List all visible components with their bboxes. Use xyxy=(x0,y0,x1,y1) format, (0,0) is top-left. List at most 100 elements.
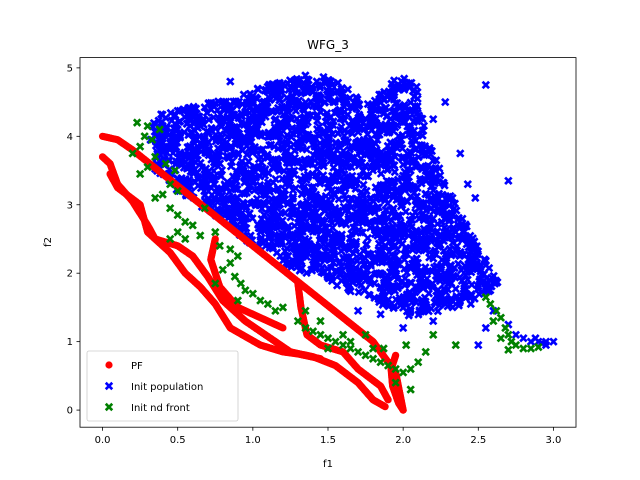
population-point xyxy=(260,200,270,209)
nd-front-point xyxy=(323,334,333,343)
population-point xyxy=(242,106,251,115)
population-point xyxy=(486,286,495,295)
population-point xyxy=(234,205,244,214)
nd-front-point xyxy=(504,330,513,339)
population-point xyxy=(319,161,328,171)
nd-front-point xyxy=(200,203,209,213)
population-point xyxy=(331,139,341,148)
population-point xyxy=(376,227,386,237)
population-point xyxy=(393,284,402,293)
legend: PF Init population Init nd front xyxy=(86,350,239,422)
population-point xyxy=(389,91,398,101)
population-point xyxy=(400,114,409,123)
population-point xyxy=(390,105,399,115)
population-point xyxy=(519,334,528,343)
population-point xyxy=(352,178,361,188)
nd-front-point xyxy=(361,330,370,339)
population-point xyxy=(396,218,405,227)
population-point xyxy=(256,114,265,123)
population-point xyxy=(444,279,453,288)
nd-front-point xyxy=(140,132,149,141)
population-point xyxy=(398,323,408,333)
population-point xyxy=(372,145,381,154)
nd-front-point xyxy=(147,135,157,144)
population-point xyxy=(371,217,380,226)
population-point xyxy=(484,263,494,273)
population-point xyxy=(450,199,460,208)
population-point xyxy=(318,215,327,225)
population-point xyxy=(375,297,384,307)
population-point xyxy=(345,93,355,103)
population-point xyxy=(370,279,379,288)
population-point xyxy=(280,246,290,256)
population-point xyxy=(350,240,360,250)
population-point xyxy=(410,287,420,297)
nd-front-point xyxy=(376,357,385,367)
population-point xyxy=(287,115,297,124)
population-point xyxy=(323,117,332,126)
nd-front-point xyxy=(150,193,160,203)
y-tick-label: 4 xyxy=(67,132,73,143)
population-point xyxy=(377,258,387,267)
population-point xyxy=(474,282,483,291)
population-point xyxy=(376,310,385,319)
nd-front-point xyxy=(361,351,370,360)
population-point xyxy=(383,213,392,222)
population-point xyxy=(451,284,460,294)
population-point xyxy=(442,225,451,234)
population-point xyxy=(383,141,392,151)
population-point xyxy=(471,247,481,256)
population-point xyxy=(273,184,283,193)
population-point xyxy=(398,239,407,248)
population-point xyxy=(417,228,426,238)
population-point xyxy=(400,103,409,113)
population-point xyxy=(320,176,330,185)
nd-front-point xyxy=(346,337,355,346)
population-point xyxy=(431,276,441,285)
population-point xyxy=(341,206,350,216)
nd-front-point xyxy=(451,340,460,350)
population-point xyxy=(346,102,355,111)
population-point xyxy=(339,146,348,156)
legend-marker-pf-dot xyxy=(105,361,113,369)
population-point xyxy=(457,265,466,275)
population-point xyxy=(434,204,444,213)
population-point xyxy=(327,171,337,181)
x-tick-label: 2.0 xyxy=(395,435,411,446)
nd-front-point xyxy=(398,368,408,377)
nd-front-point xyxy=(181,217,190,227)
population-point xyxy=(398,130,407,140)
population-point xyxy=(284,156,293,165)
population-point xyxy=(281,179,290,189)
population-point xyxy=(401,250,410,259)
nd-front-point xyxy=(391,378,400,387)
population-point xyxy=(418,131,427,140)
population-point xyxy=(317,145,326,155)
population-point xyxy=(291,183,300,193)
population-point xyxy=(421,162,430,171)
population-point xyxy=(246,180,255,189)
pf-point xyxy=(316,355,325,363)
population-point xyxy=(380,158,390,168)
population-point xyxy=(359,180,368,190)
population-point xyxy=(337,165,347,175)
population-point xyxy=(354,214,364,223)
y-axis: 0 1 2 3 4 5 xyxy=(67,63,80,417)
population-point xyxy=(355,123,365,132)
nd-front-point xyxy=(534,342,543,352)
nd-front-point xyxy=(161,159,170,168)
population-point xyxy=(275,166,284,176)
population-point xyxy=(308,188,318,198)
population-point xyxy=(450,263,459,273)
population-point xyxy=(382,299,391,308)
population-point xyxy=(196,147,206,156)
population-point xyxy=(309,136,318,146)
y-tick-label: 0 xyxy=(67,406,73,417)
population-point xyxy=(370,270,379,279)
nd-front-point xyxy=(256,296,265,305)
population-point xyxy=(275,136,284,146)
population-point xyxy=(431,246,440,255)
population-point xyxy=(291,124,300,134)
nd-front-point xyxy=(181,234,190,244)
nd-front-point xyxy=(230,272,240,281)
